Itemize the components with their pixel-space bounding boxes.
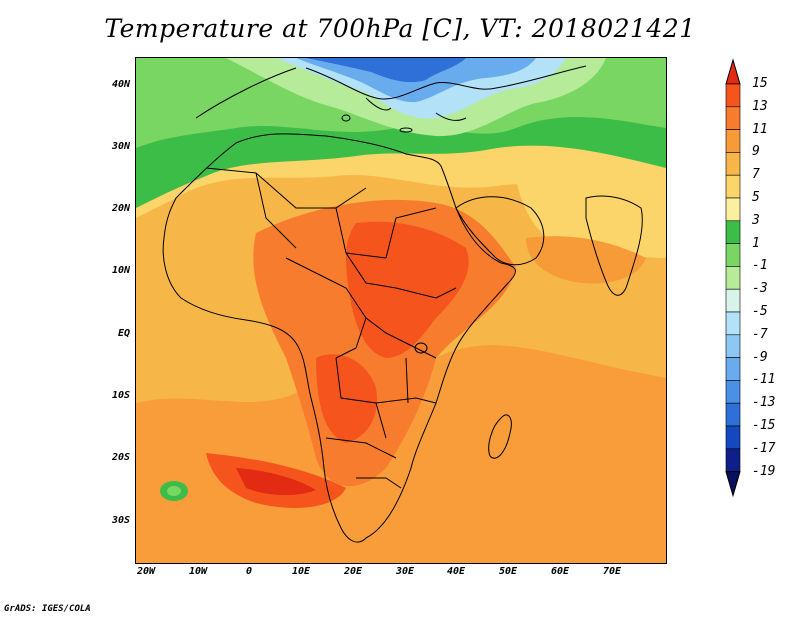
colorbar-label: -17 [752,440,776,456]
lat-label-20n: 20N [111,203,130,214]
colorbar-swatch [725,106,741,130]
colorbar-bottom-arrow [725,471,741,498]
colorbar-swatch [725,174,741,199]
colorbar-label: 13 [752,98,768,114]
colorbar-swatch [725,311,741,336]
colorbar-label: -19 [752,463,776,479]
lat-label-20s: 20S [111,452,130,463]
temperature-map [135,57,667,564]
colorbar-swatch [725,425,741,450]
colorbar-label: 3 [752,212,760,228]
lat-label-30n: 30N [111,141,130,152]
colorbar-swatch [725,288,741,313]
colorbar-label: 11 [752,121,768,137]
colorbar-label: 7 [752,167,760,183]
lat-label-10s: 10S [111,390,130,401]
colorbar-swatch [725,380,741,404]
colorbar-swatch [725,152,741,176]
lon-label-20w: 20W [136,566,156,577]
colorbar-swatch [725,357,741,381]
colorbar-swatch [725,266,741,290]
lat-label-eq: EQ [117,328,130,339]
colorbar-swatch [725,402,741,427]
footer-credit: GrADS: IGES/COLA [4,604,91,614]
colorbar-label: -7 [752,326,768,342]
lon-label-10e: 10E [291,566,311,577]
colorbar-label: 15 [752,76,768,91]
colorbar-swatch [725,197,741,222]
lon-label-20e: 20E [343,566,363,577]
lon-label-50e: 50E [498,566,518,577]
colorbar-label: -1 [752,258,768,274]
lon-label-0: 0 [245,566,253,577]
lon-label-30e: 30E [395,566,415,577]
colorbar-label: -11 [752,372,776,388]
lon-label-60e: 60E [550,566,570,577]
map-title: Temperature at 700hPa [C], VT: 201802142… [104,14,696,43]
colorbar-swatch [725,129,741,153]
colorbar-label: -3 [752,281,768,297]
colorbar-top-arrow [725,58,741,85]
lat-label-10n: 10N [111,265,130,276]
lat-label-30s: 30S [111,515,130,526]
colorbar-label: -5 [752,304,768,319]
colorbar-label: -15 [752,418,776,433]
colorbar-label: -13 [752,395,776,411]
colorbar-swatch [725,83,741,108]
colorbar [725,58,741,498]
colorbar-label: 9 [752,144,760,160]
colorbar-swatch [725,243,741,267]
colorbar-label: 1 [752,235,760,251]
colorbar-swatch [725,334,741,358]
colorbar-swatch [725,448,741,472]
colorbar-label: 5 [752,190,760,205]
temperature-field [136,58,666,563]
colorbar-label: -9 [752,349,768,365]
lon-label-40e: 40E [446,566,466,577]
colorbar-swatch [725,220,741,244]
lat-label-40n: 40N [111,79,130,90]
lon-label-70e: 70E [602,566,622,577]
lon-label-10w: 10W [188,566,208,577]
